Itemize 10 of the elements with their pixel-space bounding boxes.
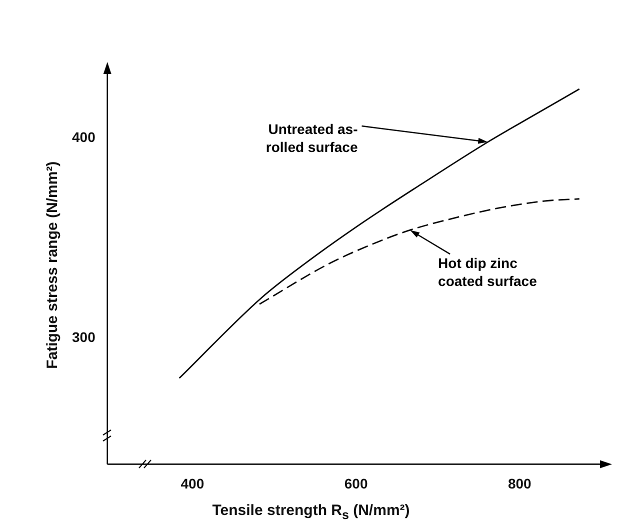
x-tick-label: 400 [180,475,204,492]
annotation: Untreated as- rolled surface [266,120,358,155]
y-tick-label: 300 [72,328,96,345]
x-tick-label: 600 [344,475,368,492]
line-series [258,198,580,305]
y-axis-title: Fatigue stress range (N/mm²) [44,161,62,369]
annotation: Hot dip zinc coated surface [438,254,538,289]
x-tick-label: 800 [508,475,532,492]
line-series [178,88,580,379]
x-axis-title: Tensile strength R$_{s}$ (N/mm²) [211,502,411,522]
